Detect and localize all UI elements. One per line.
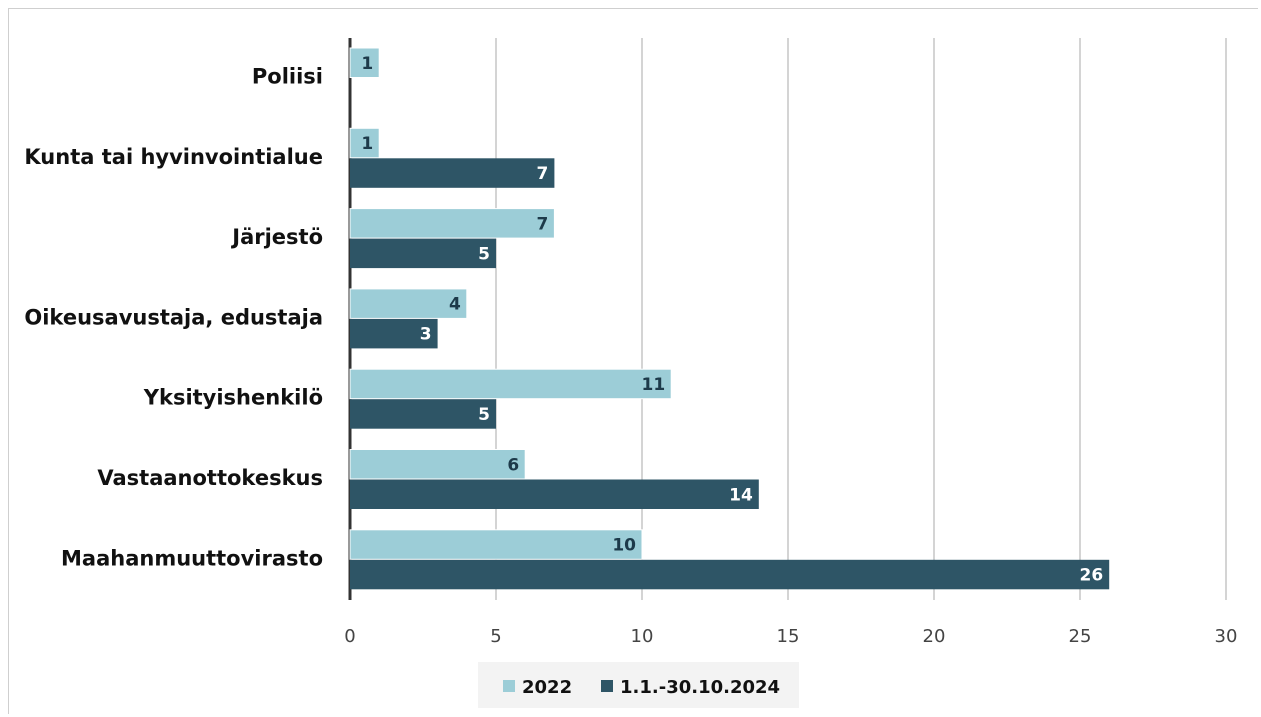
x-tick-label: 30 [1215,626,1238,647]
bar [350,559,1110,590]
bar [350,158,555,188]
x-tick-label: 0 [344,626,355,647]
category-label: Vastaanottokeskus [97,466,323,490]
data-label: 4 [449,295,461,315]
category-label: Maahanmuuttovirasto [61,546,323,570]
bar [350,399,496,429]
legend-swatch [503,680,515,692]
gridlines [348,38,1227,600]
data-label: 11 [642,375,666,395]
data-label: 10 [612,536,636,556]
data-label: 1 [361,54,373,74]
bar [349,208,555,239]
legend-label: 1.1.-30.10.2024 [620,677,780,698]
bar [349,449,526,480]
bars [349,47,1110,590]
bar [349,368,672,400]
x-tick-label: 10 [631,626,654,647]
data-label: 1 [361,134,373,154]
category-label: Kunta tai hyvinvointialue [24,145,323,169]
legend-swatch [601,680,613,692]
x-tick-label: 15 [777,626,800,647]
category-label: Oikeusavustaja, edustaja [24,305,323,329]
data-label: 5 [478,244,490,264]
data-label: 5 [478,405,490,425]
data-label: 7 [537,214,549,234]
bar [349,127,380,159]
category-label: Yksityishenkilö [143,386,323,410]
data-label: 14 [729,485,753,505]
bar [350,238,496,269]
chart-frame [8,8,1258,714]
data-label: 6 [507,455,519,475]
x-tick-label: 20 [923,626,946,647]
bar [349,288,468,319]
x-tick-label: 5 [490,626,501,647]
data-label: 26 [1080,566,1104,586]
category-label: Järjestö [230,225,323,249]
bar [350,479,759,509]
x-tick-label: 25 [1069,626,1092,647]
legend-box [478,662,799,708]
bar [350,318,438,349]
bar [349,529,643,560]
bar [349,47,380,78]
category-label: Poliisi [252,65,323,89]
data-label: 7 [537,164,549,184]
legend: 2022 1.1.-30.10.2024 [478,662,799,708]
legend-label: 2022 [522,677,572,698]
data-label: 3 [420,325,432,345]
